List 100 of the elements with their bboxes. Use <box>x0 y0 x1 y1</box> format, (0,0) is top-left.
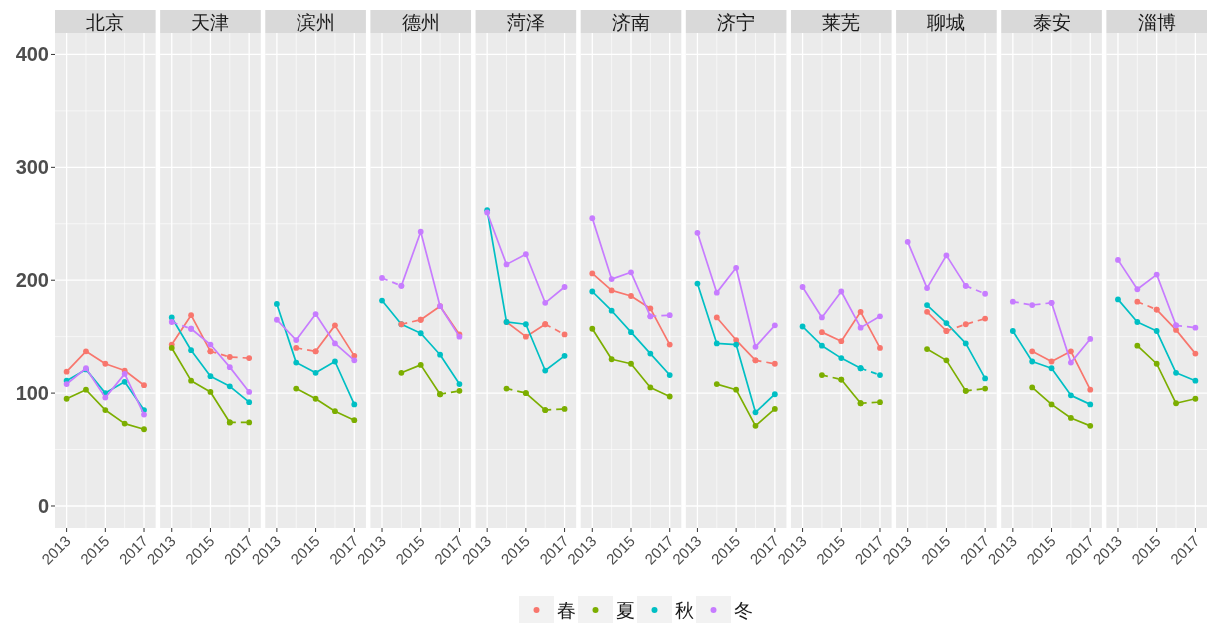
point <box>943 320 950 327</box>
point <box>561 352 568 359</box>
point <box>246 355 253 362</box>
point <box>542 367 549 374</box>
point <box>63 395 70 402</box>
point <box>1029 384 1036 391</box>
point <box>293 345 300 351</box>
point <box>877 345 883 351</box>
point <box>589 288 596 295</box>
point <box>273 316 280 323</box>
point <box>713 289 720 296</box>
point <box>332 340 338 347</box>
y-tick-label: 300 <box>15 156 49 179</box>
point <box>542 299 549 306</box>
point <box>1153 360 1160 367</box>
point <box>1029 302 1036 308</box>
point <box>962 321 969 328</box>
point <box>799 284 806 290</box>
point <box>168 345 175 351</box>
point <box>417 361 424 368</box>
point <box>121 371 128 377</box>
point <box>608 307 615 314</box>
point <box>647 384 654 391</box>
point <box>188 377 194 384</box>
point <box>188 312 194 319</box>
point <box>1173 400 1179 407</box>
point <box>312 395 319 402</box>
y-tick-label: 400 <box>15 43 49 66</box>
point <box>293 337 300 343</box>
point <box>819 342 825 349</box>
chart-title: 莱芜 <box>822 11 861 33</box>
point <box>351 401 358 408</box>
point <box>121 420 128 427</box>
point <box>608 276 615 282</box>
point <box>713 314 720 321</box>
point <box>752 409 759 416</box>
point <box>1134 298 1141 305</box>
point <box>1068 348 1074 355</box>
point <box>1087 422 1094 429</box>
point <box>246 419 253 426</box>
y-tick-label: 200 <box>15 269 49 292</box>
point <box>417 228 424 235</box>
point <box>857 324 864 331</box>
point <box>293 359 300 366</box>
point <box>877 313 883 320</box>
point <box>503 385 510 392</box>
point <box>456 387 463 394</box>
point <box>1087 386 1094 393</box>
point <box>246 389 253 395</box>
point <box>293 385 300 392</box>
point <box>1115 257 1121 263</box>
point <box>819 314 825 321</box>
point <box>522 321 529 328</box>
legend-label: 春 <box>557 600 576 621</box>
point <box>1134 319 1141 325</box>
y-tick-label: 100 <box>15 382 49 405</box>
point <box>694 229 701 236</box>
point <box>503 261 510 268</box>
point <box>771 360 778 367</box>
point <box>141 426 147 433</box>
point <box>1173 369 1179 376</box>
point <box>838 338 845 345</box>
point <box>943 357 950 364</box>
point <box>312 311 319 317</box>
point <box>877 399 883 406</box>
point <box>102 360 109 367</box>
point <box>733 341 740 348</box>
point <box>647 305 654 312</box>
point <box>63 368 70 375</box>
point <box>561 331 568 338</box>
point <box>379 297 385 304</box>
point <box>733 264 740 271</box>
point <box>312 369 319 376</box>
point <box>102 407 109 413</box>
point <box>332 322 338 329</box>
point <box>207 389 214 395</box>
chart-title: 天津 <box>191 11 230 33</box>
chart-title: 济宁 <box>717 11 756 33</box>
chart-title: 北京 <box>86 11 125 33</box>
point <box>437 351 443 358</box>
point <box>226 383 233 390</box>
point <box>561 406 568 412</box>
point <box>628 360 634 367</box>
point <box>694 280 701 287</box>
point <box>207 341 214 348</box>
point <box>1153 271 1160 278</box>
point <box>1192 324 1199 331</box>
point <box>982 375 989 382</box>
point <box>752 343 759 350</box>
point <box>398 369 405 376</box>
point <box>141 411 147 418</box>
point <box>1068 415 1074 421</box>
point <box>1192 377 1199 384</box>
point <box>647 350 654 357</box>
point <box>666 341 673 348</box>
chart-title: 济南 <box>612 11 650 33</box>
point <box>226 364 233 371</box>
point <box>121 378 128 385</box>
point <box>141 382 147 389</box>
point <box>666 312 673 319</box>
